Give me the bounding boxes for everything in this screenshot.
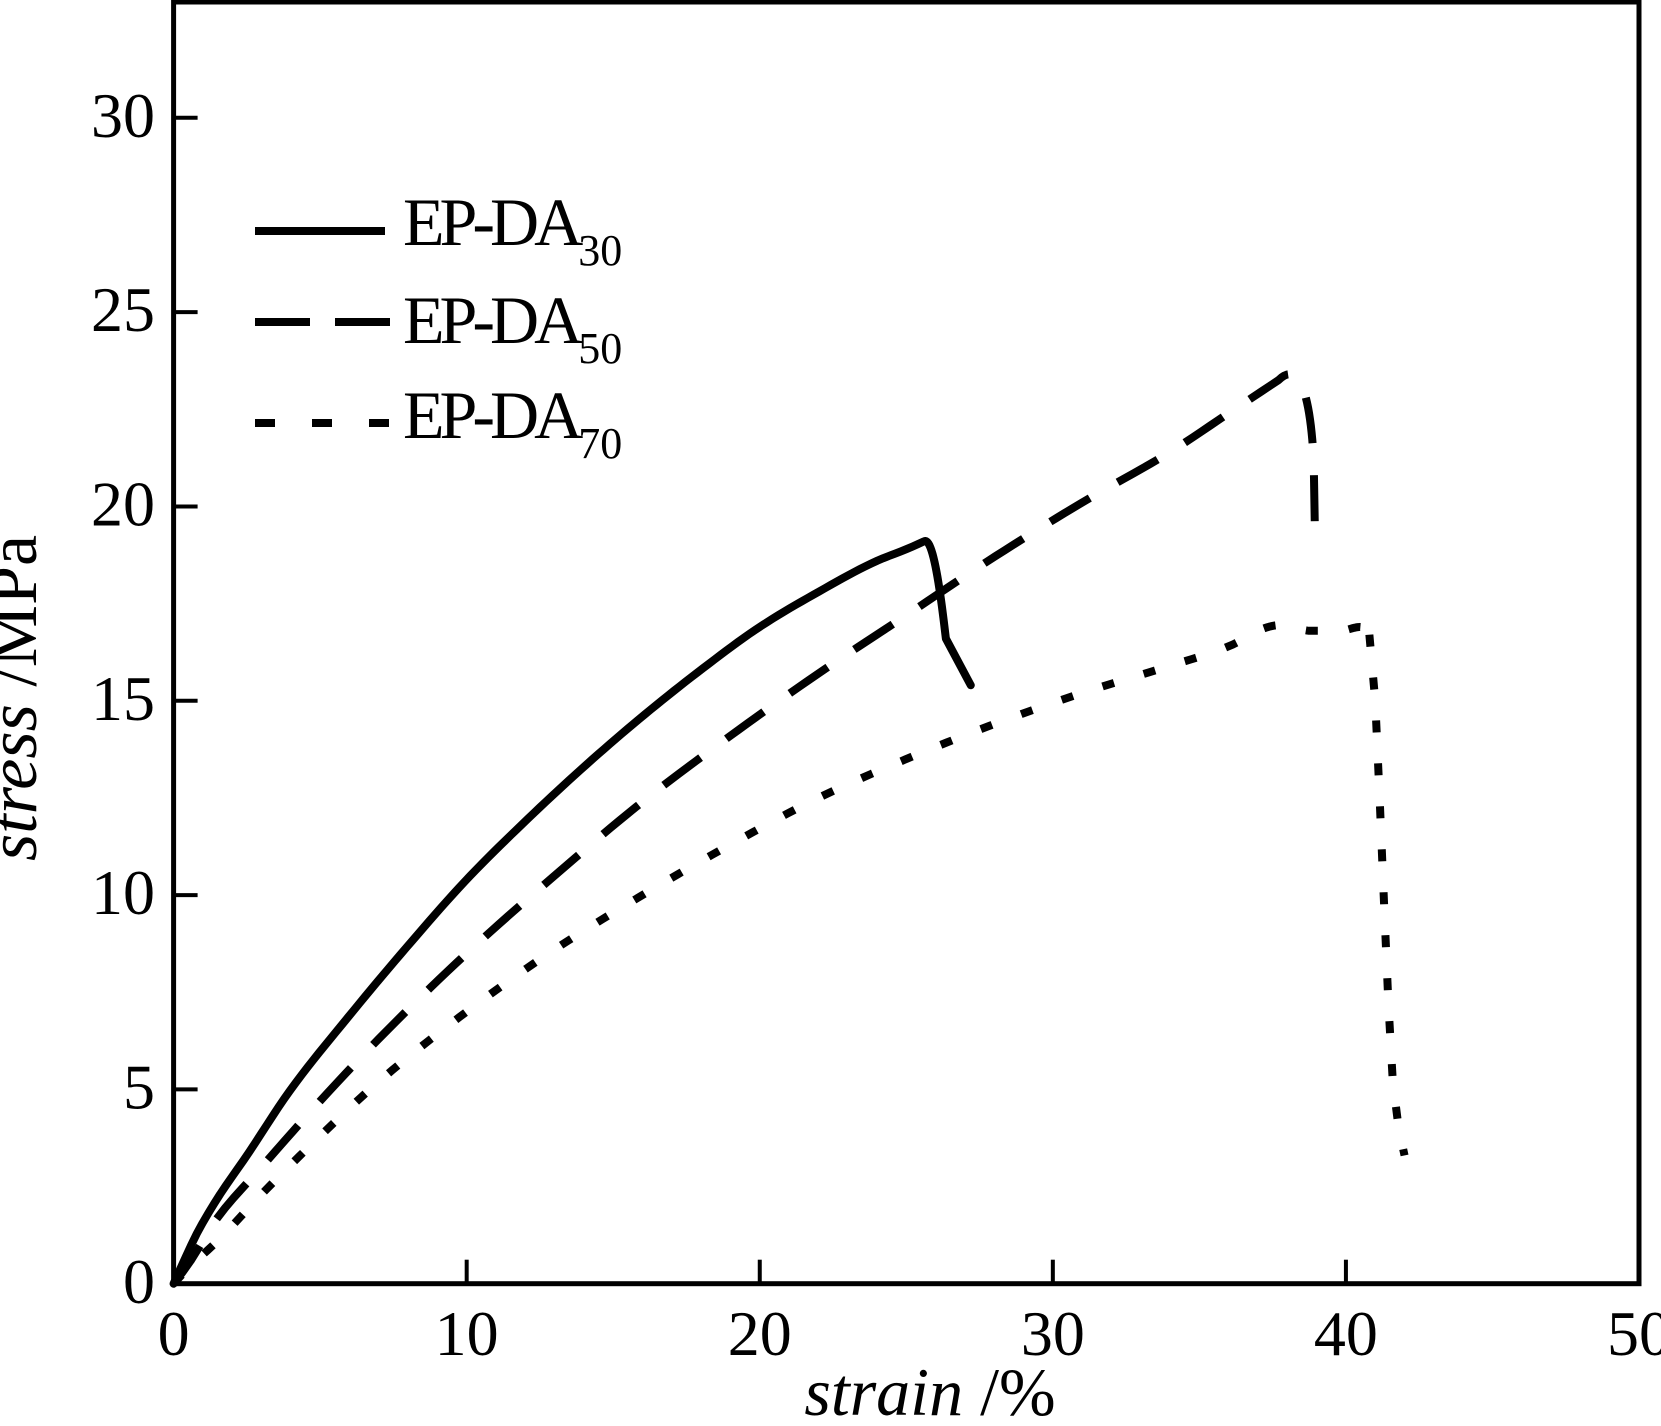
- svg-text:40: 40: [1314, 1298, 1378, 1369]
- svg-text:20: 20: [91, 469, 155, 540]
- svg-text:10: 10: [435, 1298, 499, 1369]
- svg-text:50: 50: [1607, 1298, 1661, 1369]
- svg-text:stress /MPa: stress /MPa: [0, 535, 52, 861]
- svg-text:EP-DA30: EP-DA30: [403, 184, 622, 275]
- svg-text:25: 25: [91, 274, 155, 345]
- svg-text:30: 30: [91, 80, 155, 151]
- svg-text:10: 10: [91, 857, 155, 928]
- svg-text:0: 0: [123, 1246, 155, 1317]
- svg-text:5: 5: [123, 1052, 155, 1123]
- svg-text:EP-DA50: EP-DA50: [403, 282, 622, 373]
- svg-text:strain /%: strain /%: [804, 1354, 1055, 1426]
- svg-text:20: 20: [728, 1298, 792, 1369]
- svg-text:15: 15: [91, 663, 155, 734]
- svg-text:EP-DA70: EP-DA70: [403, 377, 622, 468]
- svg-text:0: 0: [158, 1298, 190, 1369]
